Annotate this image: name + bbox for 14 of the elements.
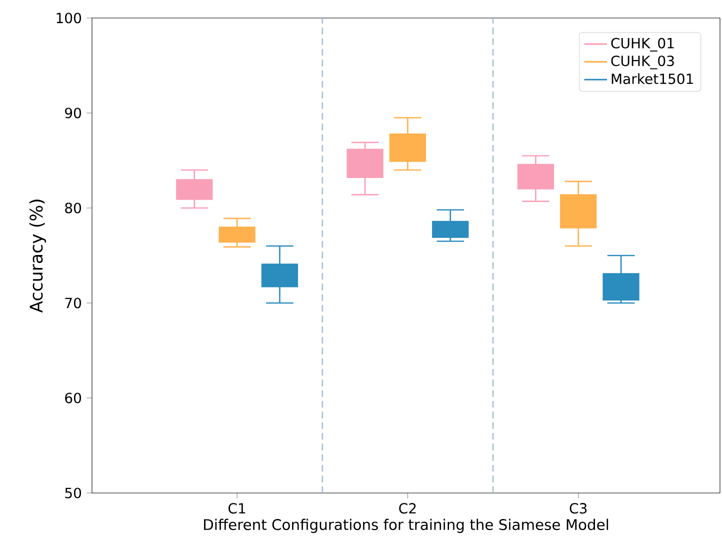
y-tick-label: 60 xyxy=(65,392,82,404)
y-axis-title: Accuracy (%) xyxy=(29,200,46,313)
x-axis-title: Different Configurations for training the Siamese Model xyxy=(204,518,608,533)
y-tick-label: 90 xyxy=(65,108,82,118)
legend-label: CUHK_03 xyxy=(611,56,674,70)
y-tick-label: 80 xyxy=(65,202,82,214)
y-tick-label: 50 xyxy=(65,488,82,498)
x-tick-label: C3 xyxy=(570,503,587,514)
x-tick-label: C2 xyxy=(399,503,416,514)
y-tick-label: 70 xyxy=(65,298,82,308)
legend-label: CUHK_01 xyxy=(611,38,674,52)
x-tick-label: C1 xyxy=(228,503,246,514)
legend-label: Market1501 xyxy=(612,73,693,84)
y-tick-label: 100 xyxy=(56,12,82,24)
